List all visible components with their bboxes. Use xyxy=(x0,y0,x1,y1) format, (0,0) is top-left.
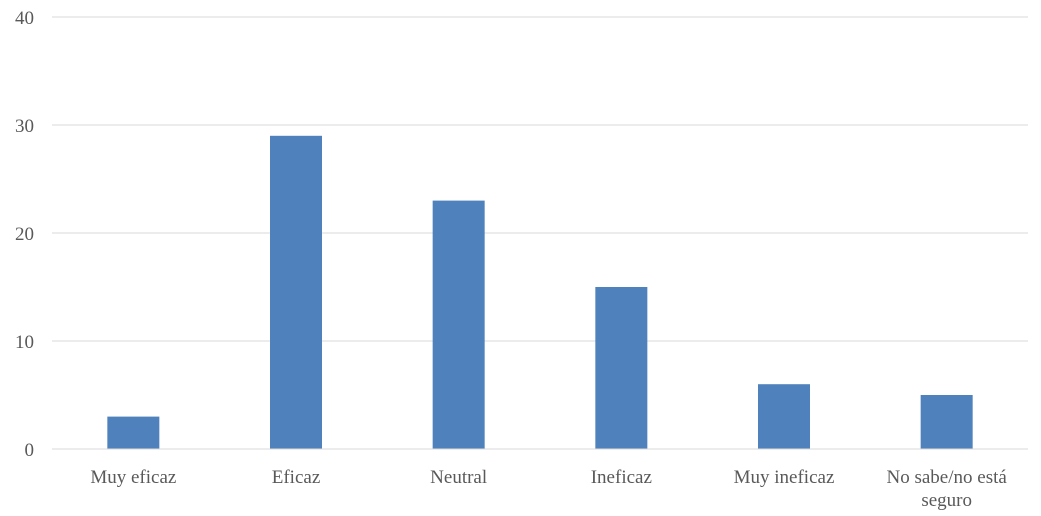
bar xyxy=(758,384,810,449)
bar xyxy=(432,200,485,449)
x-category-label: Muy eficaz xyxy=(90,467,176,488)
x-axis-category-labels: Muy eficaz Eficaz Neutral Ineficaz Muy inefi… xyxy=(90,467,1007,511)
y-tick-label: 40 xyxy=(15,8,34,29)
bar xyxy=(595,287,648,449)
bars xyxy=(107,135,973,450)
x-category-label: Neutral xyxy=(430,467,487,488)
y-tick-label: 30 xyxy=(15,116,34,137)
y-tick-label: 0 xyxy=(25,440,35,461)
bar xyxy=(270,135,322,450)
x-category-label: seguro xyxy=(921,490,972,511)
y-tick-label: 20 xyxy=(15,224,34,245)
bar xyxy=(920,395,973,449)
gridlines xyxy=(52,16,1028,342)
y-tick-label: 10 xyxy=(15,332,34,353)
bar xyxy=(107,416,160,449)
x-category-label: Muy ineficaz xyxy=(734,467,835,488)
y-axis-tick-labels: 0 10 20 30 40 xyxy=(15,8,34,461)
x-category-label: Ineficaz xyxy=(591,467,652,488)
x-category-label: Eficaz xyxy=(272,467,321,488)
x-category-label: No sabe/no está xyxy=(887,467,1008,488)
